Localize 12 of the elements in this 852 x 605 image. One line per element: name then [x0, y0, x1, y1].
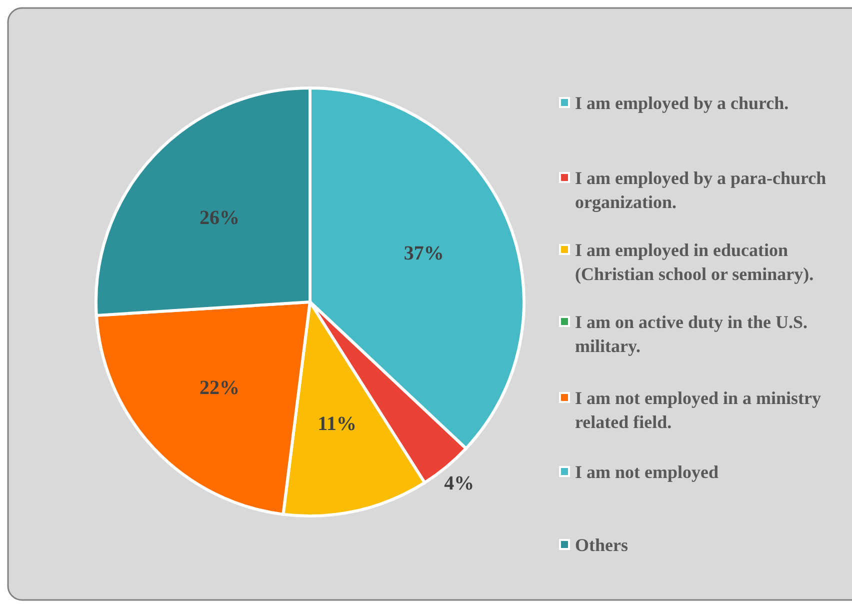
- legend-label: I am employed in education (Christian school or seminary).: [575, 240, 814, 284]
- data-label: 11%: [318, 413, 357, 436]
- legend-label: I am on active duty in the U.S. military.: [575, 312, 808, 356]
- legend-label: I am employed by a church.: [575, 93, 789, 113]
- data-label: 4%: [444, 472, 474, 494]
- legend-label: I am not employed: [575, 462, 718, 482]
- data-label: 37%: [404, 242, 444, 265]
- data-label: 26%: [200, 207, 240, 230]
- data-label: 22%: [200, 376, 240, 399]
- legend-label: I am employed by a para-church organization.: [575, 168, 826, 212]
- legend-label: Others: [575, 535, 628, 555]
- legend-label: I am not employed in a ministry related field.: [575, 388, 822, 432]
